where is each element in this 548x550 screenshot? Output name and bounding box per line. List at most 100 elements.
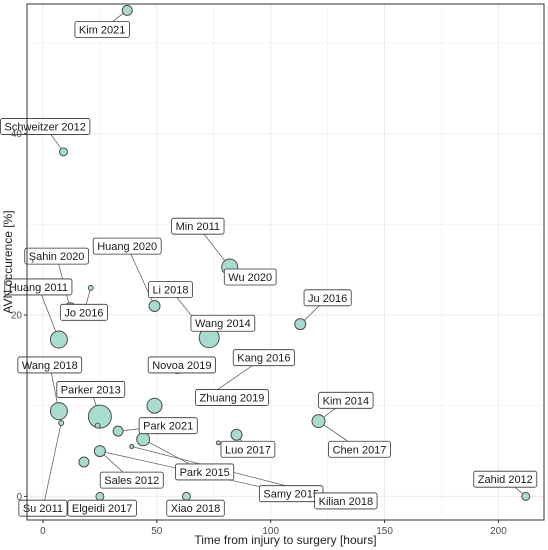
point-label: Xiao 2018 — [171, 503, 221, 515]
point-label: Huang 2020 — [97, 241, 157, 253]
point-label: Kang 2016 — [237, 353, 290, 365]
label-leader-line — [323, 407, 336, 418]
point-label-box — [99, 471, 164, 489]
point-label-box — [147, 356, 216, 374]
point-label-box — [56, 381, 126, 398]
data-point — [95, 491, 105, 501]
point-label-box — [328, 440, 391, 458]
label-leader-line — [142, 438, 190, 465]
data-point — [181, 491, 191, 501]
point-label: Huang 2011 — [9, 282, 68, 294]
point-label: Zhuang 2019 — [200, 393, 265, 405]
point-label: Kim 2014 — [323, 395, 369, 407]
y-axis-ticks: 0 20 40 — [11, 129, 27, 503]
point-label-box — [473, 470, 538, 488]
point-label-box — [223, 268, 277, 286]
x-tick-label: 50 — [151, 526, 163, 537]
label-leader-line — [123, 428, 140, 431]
label-leader-line — [112, 13, 124, 22]
point-label-box — [232, 349, 295, 367]
point-label-box — [138, 417, 198, 435]
label-leader-line — [203, 233, 226, 261]
point-label-box — [17, 356, 83, 374]
point-label: Wang 2014 — [195, 318, 251, 330]
label-leader-line — [93, 397, 97, 406]
label-leader-line — [303, 305, 320, 321]
data-point — [121, 4, 133, 16]
point-labels: Kim 2021 Schweitzer 2012 Min 2011 Wu 2020 Hu… — [0, 20, 538, 517]
y-tick-label: 40 — [11, 129, 23, 140]
x-tick-label: 150 — [376, 526, 393, 537]
data-point — [521, 491, 531, 501]
point-label: Schweitzer 2012 — [5, 121, 86, 133]
point-label: Kim 2021 — [79, 24, 125, 36]
point-label: Samy 2015 — [263, 489, 319, 501]
point-label-box — [166, 499, 225, 517]
data-point — [112, 425, 124, 437]
data-point — [148, 299, 161, 312]
data-point — [311, 414, 326, 429]
x-tick-label: 200 — [490, 526, 507, 537]
point-label: Novoa 2019 — [152, 360, 211, 372]
point-label-box — [314, 492, 378, 510]
data-point — [49, 402, 68, 421]
point-label: Parker 2013 — [61, 384, 121, 396]
point-label-box — [190, 314, 256, 332]
grid-lines — [27, 4, 544, 520]
point-label-box — [303, 289, 352, 307]
data-point — [94, 422, 101, 429]
point-label-box — [92, 237, 162, 255]
point-label-box — [18, 499, 68, 517]
y-axis-title: AVN occurence [%] — [1, 210, 15, 313]
label-leader-line — [50, 134, 62, 149]
point-label-box — [0, 118, 91, 135]
data-point — [230, 428, 243, 441]
point-label: Zahid 2012 — [478, 474, 533, 486]
label-leader-line — [41, 294, 57, 332]
x-tick-label: 100 — [262, 526, 279, 537]
data-point — [215, 440, 221, 446]
point-label: Kilian 2018 — [319, 496, 373, 508]
point-label-box — [175, 463, 235, 481]
point-label-box — [67, 499, 137, 517]
label-leader-line — [514, 486, 523, 495]
label-leader-line — [103, 454, 124, 473]
plot-background — [27, 4, 544, 520]
data-point — [294, 318, 307, 331]
point-label-box — [24, 247, 89, 265]
point-label-box — [74, 20, 130, 38]
point-label-box — [59, 303, 108, 321]
point-label-box — [220, 440, 276, 458]
data-point — [93, 445, 106, 458]
label-leader-line — [85, 290, 91, 305]
point-label-box — [148, 281, 193, 299]
data-point — [136, 432, 151, 447]
data-point — [49, 330, 68, 349]
data-point — [129, 444, 135, 450]
point-label: Wang 2018 — [22, 360, 78, 372]
x-axis-title: Time from injury to surgery [hours] — [194, 533, 376, 547]
point-label: Luo 2017 — [225, 444, 271, 456]
panel-border — [26, 3, 545, 521]
data-point — [58, 419, 65, 426]
label-leader-line — [50, 372, 58, 403]
x-tick-label: 0 — [40, 526, 46, 537]
point-label: Min 2011 — [176, 221, 220, 233]
data-point — [87, 404, 112, 429]
point-label: Jo 2016 — [64, 307, 103, 319]
y-tick-label: 20 — [11, 311, 23, 322]
point-label-box — [171, 217, 225, 235]
point-label: Wu 2020 — [228, 272, 272, 284]
label-leader-line — [44, 422, 62, 501]
x-axis-ticks: 0 50 100 150 200 — [40, 520, 507, 537]
y-tick-label: 0 — [16, 492, 22, 503]
point-label: Chen 2017 — [333, 444, 387, 456]
point-label: Ju 2016 — [308, 293, 347, 305]
data-point — [146, 397, 163, 414]
point-label-box — [4, 278, 73, 296]
point-label: Park 2021 — [143, 421, 193, 433]
point-label: Şahin 2020 — [29, 251, 85, 263]
point-label: Su 2011 — [23, 503, 63, 515]
point-label-box — [318, 391, 374, 409]
